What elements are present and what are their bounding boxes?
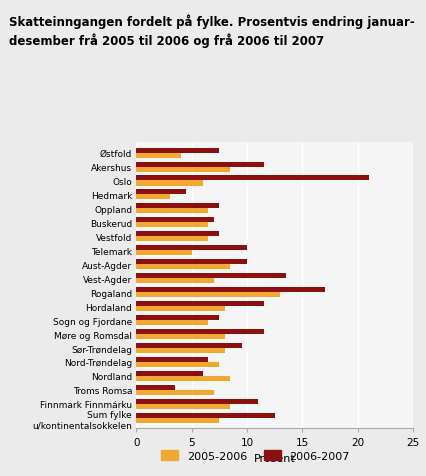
Bar (136, 343, 242, 348)
Bar (136, 167, 230, 172)
Bar (136, 232, 219, 237)
Bar (136, 153, 181, 158)
Bar (136, 404, 230, 409)
Bar (136, 413, 275, 418)
X-axis label: Prosent: Prosent (254, 453, 296, 463)
Bar (136, 260, 247, 265)
Bar (136, 307, 225, 311)
Bar (136, 385, 175, 390)
Bar (136, 320, 208, 326)
Bar (136, 274, 286, 278)
Bar (136, 316, 219, 320)
Bar (136, 237, 208, 242)
Bar (136, 251, 192, 256)
Bar (136, 148, 219, 153)
Bar (136, 329, 264, 334)
Bar (136, 265, 230, 270)
Bar (136, 162, 264, 167)
Bar (136, 218, 214, 223)
Bar (136, 195, 170, 200)
Bar (136, 181, 203, 186)
Legend: 2005-2006, 2006-2007: 2005-2006, 2006-2007 (157, 446, 354, 466)
Bar (136, 288, 325, 293)
Bar (136, 209, 208, 214)
Bar (136, 293, 280, 298)
Bar (136, 246, 247, 251)
Bar (136, 390, 214, 395)
Bar (136, 348, 225, 353)
Bar (136, 399, 258, 404)
Bar (136, 357, 208, 362)
Bar (136, 376, 230, 381)
Bar (136, 301, 264, 307)
Bar (136, 204, 219, 209)
Bar (136, 362, 219, 367)
Bar (136, 176, 369, 181)
Bar (136, 223, 208, 228)
Bar (136, 278, 214, 284)
Bar (136, 371, 203, 376)
Bar (136, 190, 186, 195)
Bar (136, 418, 219, 423)
Text: Skatteinngangen fordelt på fylke. Prosentvis endring januar-
desember frå 2005 t: Skatteinngangen fordelt på fylke. Prosen… (9, 14, 414, 48)
Bar (136, 334, 225, 339)
